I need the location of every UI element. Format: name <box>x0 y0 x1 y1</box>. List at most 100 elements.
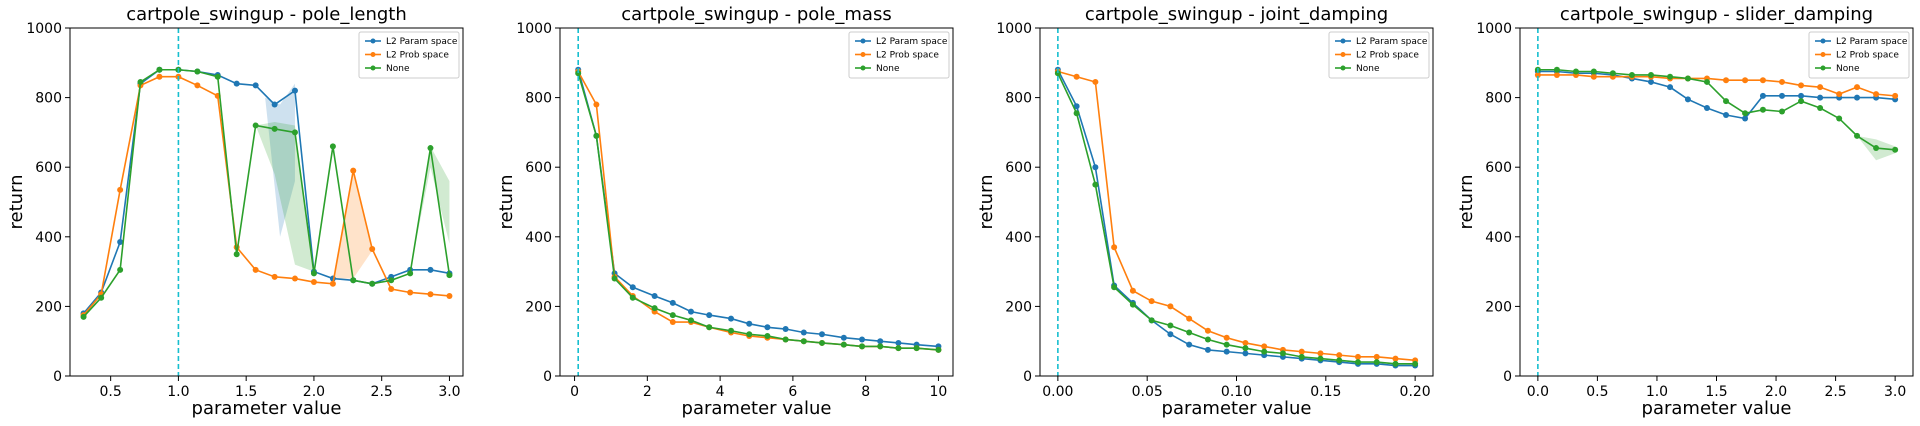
data-point-none <box>877 343 884 350</box>
data-point-l2-prob-space <box>669 319 676 326</box>
data-point-l2-param-space <box>1648 78 1654 85</box>
data-point-none <box>1553 66 1560 73</box>
series-line-l2-param-space <box>82 68 450 314</box>
data-point-none <box>407 270 414 277</box>
data-point-l2-prob-space <box>1892 92 1899 99</box>
x-tick-label: 3.0 <box>438 384 460 400</box>
legend-label: L2 Param space <box>1356 37 1428 47</box>
data-point-l2-param-space <box>1073 103 1080 110</box>
data-point-none <box>1412 360 1419 367</box>
data-point-none <box>329 143 336 150</box>
data-point-l2-param-space <box>859 336 866 343</box>
x-tick-label: 0 <box>570 384 579 400</box>
plot-area <box>80 28 453 376</box>
x-tick-label: 0.05 <box>1132 384 1163 400</box>
x-tick-label: 4 <box>716 384 725 400</box>
legend-marker-none <box>860 65 866 71</box>
data-point-none <box>895 345 902 352</box>
data-point-l2-prob-space <box>117 186 124 193</box>
band-l2-prob-space <box>332 167 373 279</box>
legend-marker-none <box>1340 65 1346 71</box>
legend-marker-none <box>370 65 376 71</box>
series-line-l2-prob-space <box>577 71 939 351</box>
data-point-l2-prob-space <box>1798 82 1805 89</box>
legend-label: L2 Param space <box>386 37 458 47</box>
legend-label: L2 Param space <box>1836 37 1908 47</box>
data-point-l2-param-space <box>291 87 298 94</box>
y-tick-label: 1000 <box>516 21 552 37</box>
data-point-none <box>728 327 735 334</box>
y-tick-label: 0 <box>543 369 552 385</box>
data-point-none <box>764 332 771 339</box>
data-point-l2-param-space <box>746 320 753 327</box>
y-tick-label: 0 <box>1503 369 1512 385</box>
data-point-l2-param-space <box>1854 94 1861 101</box>
data-point-l2-param-space <box>117 239 124 246</box>
data-point-l2-param-space <box>1667 84 1674 91</box>
data-point-l2-prob-space <box>1392 355 1399 362</box>
data-point-l2-param-space <box>1759 92 1766 99</box>
data-point-none <box>427 145 434 152</box>
axes-frame <box>559 27 954 377</box>
x-tick-label: 0.5 <box>1586 384 1608 400</box>
data-point-none <box>935 346 942 353</box>
data-point-l2-param-space <box>1092 164 1099 171</box>
subplot-pole-length: cartpole_swingup - pole_length parameter… <box>6 4 464 419</box>
x-tick-label: 0.0 <box>1527 384 1549 400</box>
subplot-pole-mass: cartpole_swingup - pole_mass parameter v… <box>496 4 954 419</box>
legend: L2 Param space L2 Prob space None <box>848 31 950 79</box>
data-point-l2-prob-space <box>1854 84 1861 91</box>
data-point-none <box>80 313 87 320</box>
legend-label: None <box>1356 64 1380 74</box>
data-point-l2-param-space <box>840 334 847 341</box>
data-point-l2-prob-space <box>1261 343 1268 350</box>
x-axis-label: parameter value <box>682 398 832 419</box>
band-none <box>410 146 450 272</box>
x-axis-label: parameter value <box>1162 398 1312 419</box>
y-tick-label: 600 <box>1485 160 1512 176</box>
series-line-none <box>577 73 939 351</box>
data-point-l2-prob-space <box>1092 78 1099 85</box>
series-line-l2-param-space <box>1537 70 1896 120</box>
data-point-none <box>840 341 847 348</box>
data-point-none <box>629 294 636 301</box>
data-point-none <box>1073 110 1080 117</box>
data-point-none <box>1092 181 1099 188</box>
data-point-none <box>1742 110 1749 117</box>
x-tick-label: 0.5 <box>100 384 122 400</box>
chart-title: cartpole_swingup - pole_mass <box>621 4 891 25</box>
data-point-none <box>1373 359 1380 366</box>
x-tick-label: 0.20 <box>1400 384 1431 400</box>
data-point-none <box>782 336 789 343</box>
data-point-l2-param-space <box>1242 350 1249 357</box>
y-tick-label: 400 <box>1005 230 1032 246</box>
legend-marker-l2-prob-space <box>370 52 376 57</box>
data-point-l2-prob-space <box>1242 339 1249 346</box>
data-point-none <box>388 277 395 284</box>
y-tick-label: 0 <box>1023 369 1032 385</box>
y-tick-label: 800 <box>1485 91 1512 107</box>
data-point-none <box>593 132 600 139</box>
data-point-none <box>1336 357 1343 364</box>
y-tick-label: 600 <box>1005 160 1032 176</box>
legend-box <box>358 31 460 79</box>
x-tick-label: 2 <box>643 384 652 400</box>
data-point-none <box>1223 341 1230 348</box>
y-tick-label: 400 <box>525 230 552 246</box>
data-point-none <box>1129 301 1136 308</box>
data-point-none <box>651 305 658 312</box>
y-tick-label: 800 <box>525 91 552 107</box>
series-line-l2-prob-space <box>82 75 450 316</box>
data-point-l2-param-space <box>651 292 658 299</box>
x-tick-label: 2.5 <box>371 384 393 400</box>
data-point-l2-prob-space <box>1534 71 1541 78</box>
data-point-none <box>1111 284 1118 291</box>
legend-label: L2 Prob space <box>876 51 939 61</box>
legend: L2 Param space L2 Prob space None <box>358 31 460 79</box>
data-point-l2-param-space <box>1204 346 1211 353</box>
data-point-l2-param-space <box>706 312 713 319</box>
x-tick-label: 0.00 <box>1042 384 1073 400</box>
data-point-l2-param-space <box>764 324 771 331</box>
data-point-l2-param-space <box>669 299 676 306</box>
data-point-l2-param-space <box>1186 341 1193 348</box>
